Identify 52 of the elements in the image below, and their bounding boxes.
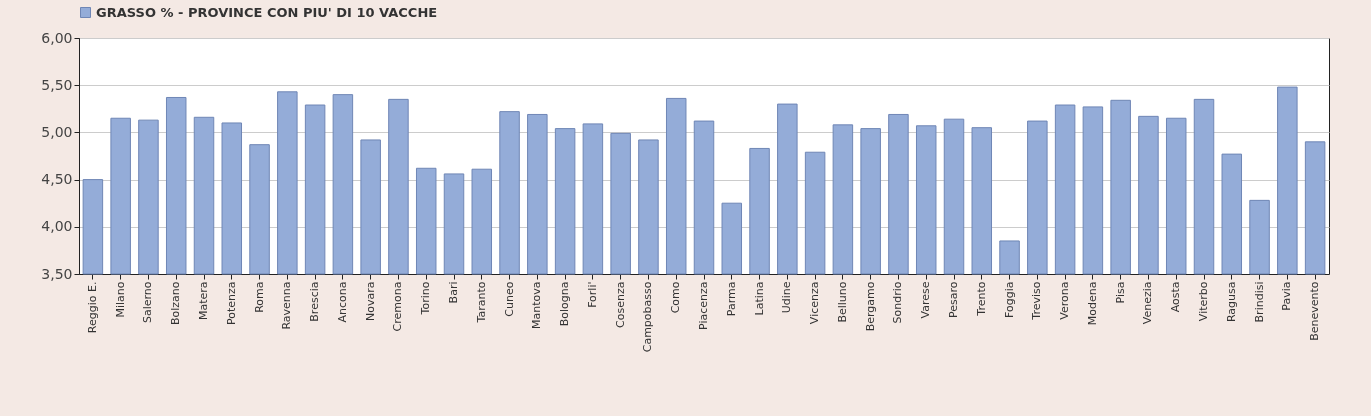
x-tick-label: Forli' (585, 281, 599, 308)
x-tick-label: Udine (780, 281, 794, 314)
x-tick-label: Cremona (391, 281, 405, 332)
x-tick-label: Pisa (1113, 281, 1127, 304)
x-tick-label: Cuneo (502, 281, 516, 317)
x-tick-label: Campobasso (641, 281, 655, 353)
x-tick-label: Varese (919, 281, 933, 319)
x-tick-label: Piacenza (697, 281, 710, 330)
x-tick-label: Matera (197, 281, 210, 321)
x-tick-label: Vicenza (808, 281, 822, 325)
x-tick-label: Foggia (1002, 281, 1016, 318)
x-tick-label: Trento (974, 281, 988, 317)
legend-label: GRASSO % - PROVINCE CON PIU' DI 10 VACCHE (96, 4, 438, 20)
x-tick-label: Treviso (1030, 281, 1044, 321)
y-tick-label: 6,00 (41, 29, 73, 46)
x-tick-label: Bergamo (863, 281, 877, 332)
y-tick-label: 4,50 (41, 171, 73, 188)
x-tick-label: Taranto (474, 281, 488, 324)
x-tick-label: Reggio E. (85, 281, 99, 334)
x-tick-label: Novara (363, 281, 377, 321)
x-tick-label: Belluno (835, 281, 849, 323)
y-tick-label: 4,00 (41, 218, 73, 235)
x-tick-label: Brescia (308, 281, 322, 322)
x-tick-label: Venezia (1141, 281, 1155, 325)
x-tick-label: Roma (252, 281, 266, 313)
x-tick-label: Salerno (141, 281, 155, 324)
x-tick-label: Latina (752, 281, 766, 316)
x-tick-label: Torino (419, 281, 433, 316)
x-tick-label: Benevento (1308, 281, 1322, 341)
x-tick-label: Ancona (335, 281, 349, 323)
x-tick-label: Viterbo (1197, 281, 1210, 322)
x-tick-label: Pesaro (947, 281, 960, 318)
x-tick-label: Ragusa (1224, 281, 1238, 323)
x-tick-label: Milano (113, 281, 127, 318)
x-tick-label: Modena (1085, 281, 1099, 326)
x-tick-label: Aosta (1169, 281, 1183, 313)
x-tick-label: Bolzano (169, 281, 183, 326)
x-tick-label: Cosenza (613, 281, 627, 328)
x-tick-label: Brindisi (1252, 281, 1266, 323)
x-tick-label: Parma (724, 281, 738, 317)
x-tick-label: Ravenna (280, 281, 294, 330)
x-tick-label: Como (669, 281, 683, 314)
y-tick-label: 5,50 (41, 76, 73, 93)
y-tick-label: 5,00 (41, 123, 73, 140)
x-tick-label: Bari (447, 281, 460, 304)
y-tick-label: 3,50 (41, 265, 73, 282)
x-tick-label: Pavia (1280, 281, 1294, 311)
x-tick-label: Bologna (558, 281, 572, 327)
x-tick-label: Mantova (530, 281, 544, 329)
x-tick-label: Verona (1058, 281, 1072, 320)
x-tick-label: Potenza (224, 281, 238, 326)
x-tick-label: Sondrio (891, 281, 905, 324)
